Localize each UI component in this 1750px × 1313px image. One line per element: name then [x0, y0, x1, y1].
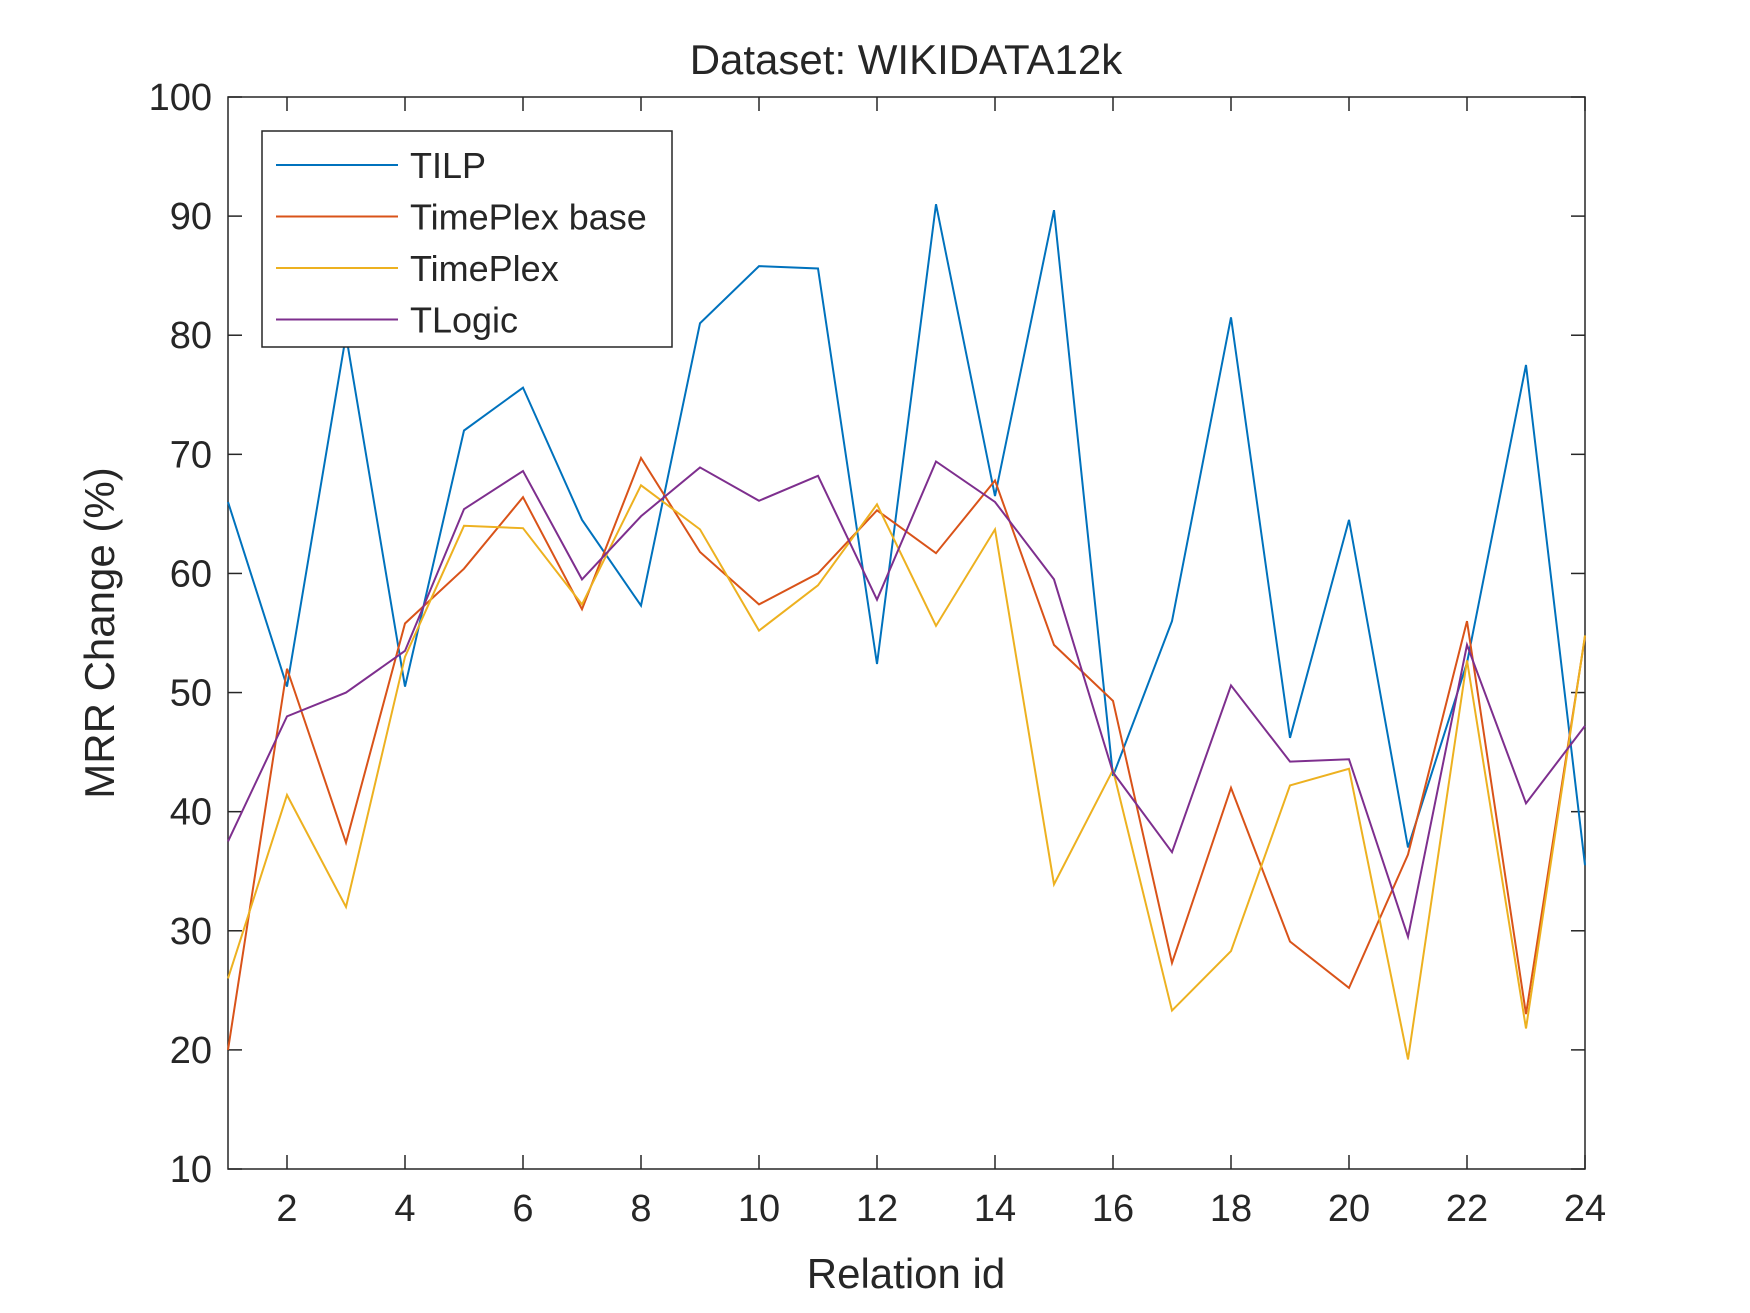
y-tick-label: 90	[170, 196, 212, 238]
y-tick-label: 80	[170, 315, 212, 357]
series-line-tilp	[227, 204, 1586, 866]
x-tick-label: 22	[1446, 1188, 1488, 1230]
y-tick-label: 10	[170, 1149, 212, 1191]
y-tick-label: 100	[149, 77, 212, 119]
x-tick-label: 10	[738, 1188, 780, 1230]
series-line-tlogic	[227, 459, 1586, 941]
x-tick-label: 14	[974, 1188, 1016, 1230]
y-tick-label: 60	[170, 553, 212, 595]
y-axis-title: MRR Change (%)	[76, 467, 123, 798]
y-tick-label: 70	[170, 434, 212, 476]
y-axis: 10 20 30 40 50 60 70 80 90 100	[149, 77, 1585, 1191]
x-tick-label: 16	[1092, 1188, 1134, 1230]
legend-box	[261, 130, 673, 348]
x-tick-label: 12	[856, 1188, 898, 1230]
legend-label: TimePlex base	[410, 197, 647, 238]
x-tick-label: 8	[630, 1188, 651, 1230]
y-tick-label: 30	[170, 911, 212, 953]
x-axis-title: Relation id	[807, 1250, 1005, 1297]
x-tick-label: 2	[276, 1188, 297, 1230]
x-tick-label: 18	[1210, 1188, 1252, 1230]
y-tick-label: 40	[170, 792, 212, 834]
legend-label: TLogic	[410, 300, 518, 341]
x-tick-label: 4	[394, 1188, 415, 1230]
legend-label: TimePlex	[410, 248, 559, 289]
series-group	[227, 204, 1586, 1060]
x-tick-label: 6	[512, 1188, 533, 1230]
series-line-timeplex	[227, 483, 1586, 1060]
x-tick-label: 20	[1328, 1188, 1370, 1230]
legend-label: TILP	[410, 145, 486, 186]
x-axis: 2 4 6 8 10 12 14 16 18 20 22 24	[276, 97, 1606, 1230]
y-tick-label: 50	[170, 673, 212, 715]
chart-title: Dataset: WIKIDATA12k	[690, 36, 1124, 83]
x-tick-label: 24	[1564, 1188, 1606, 1230]
legend: TILP TimePlex base TimePlex TLogic	[261, 130, 673, 348]
y-tick-label: 20	[170, 1030, 212, 1072]
